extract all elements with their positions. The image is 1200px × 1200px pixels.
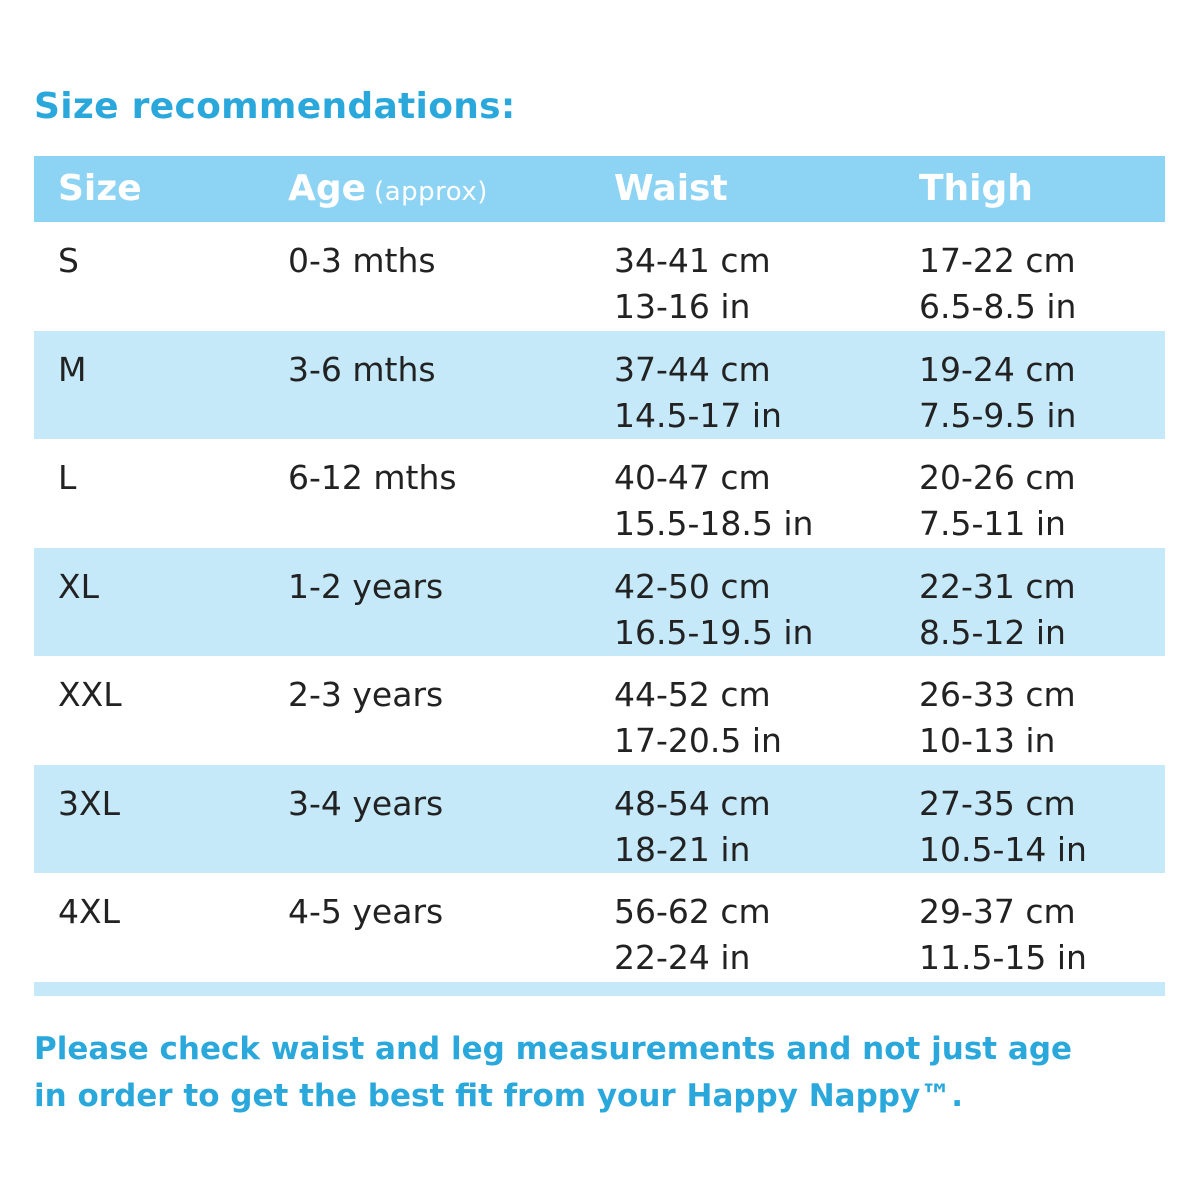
thigh-in: 7.5-9.5 in bbox=[919, 395, 1077, 435]
table-header: Size Age (approx) Waist Thigh bbox=[34, 156, 1165, 222]
table-row: 3XL 3-4 years 48-54 cm 18-21 in 27-35 cm 1… bbox=[34, 764, 1165, 873]
thigh-cm: 27-35 cm bbox=[919, 783, 1076, 823]
table-row: XL 1-2 years 42-50 cm 16.5-19.5 in 22-31 … bbox=[34, 547, 1165, 656]
age-cell: 3-6 mths bbox=[288, 349, 436, 389]
waist-in: 18-21 in bbox=[614, 829, 751, 869]
waist-cell: 56-62 cm 22-24 in bbox=[614, 889, 771, 981]
table-row: S 0-3 mths 34-41 cm 13-16 in 17-22 cm 6.5-… bbox=[34, 222, 1165, 331]
size-cell: 3XL bbox=[58, 783, 120, 823]
header-thigh: Thigh bbox=[919, 169, 1033, 209]
thigh-cm: 19-24 cm bbox=[919, 349, 1076, 389]
waist-in: 22-24 in bbox=[614, 938, 751, 977]
size-cell: M bbox=[58, 349, 87, 389]
fit-note-line-2: in order to get the best fit from your H… bbox=[34, 1078, 963, 1114]
thigh-in: 7.5-11 in bbox=[919, 504, 1066, 543]
header-size: Size bbox=[58, 169, 142, 209]
table-row: XXL 2-3 years 44-52 cm 17-20.5 in 26-33 c… bbox=[34, 656, 1165, 765]
thigh-in: 10-13 in bbox=[919, 721, 1056, 760]
thigh-cell: 26-33 cm 10-13 in bbox=[919, 672, 1076, 764]
table-row: M 3-6 mths 37-44 cm 14.5-17 in 19-24 cm 7.… bbox=[34, 330, 1165, 439]
waist-cm: 34-41 cm bbox=[614, 241, 771, 280]
header-waist: Waist bbox=[614, 169, 728, 209]
thigh-cm: 29-37 cm bbox=[919, 892, 1076, 931]
header-age-label: Age bbox=[288, 168, 367, 209]
thigh-in: 10.5-14 in bbox=[919, 829, 1087, 869]
thigh-in: 8.5-12 in bbox=[919, 612, 1066, 652]
age-cell: 1-2 years bbox=[288, 566, 444, 606]
thigh-cell: 17-22 cm 6.5-8.5 in bbox=[919, 238, 1076, 330]
thigh-cell: 22-31 cm 8.5-12 in bbox=[919, 564, 1076, 656]
thigh-cell: 20-26 cm 7.5-11 in bbox=[919, 455, 1076, 547]
age-cell: 3-4 years bbox=[288, 783, 444, 823]
waist-in: 15.5-18.5 in bbox=[614, 504, 814, 543]
table-row: L 6-12 mths 40-47 cm 15.5-18.5 in 20-26 c… bbox=[34, 439, 1165, 548]
header-waist-label: Waist bbox=[614, 168, 728, 209]
waist-in: 13-16 in bbox=[614, 287, 751, 326]
header-age: Age (approx) bbox=[288, 169, 488, 212]
thigh-cm: 22-31 cm bbox=[919, 566, 1076, 606]
thigh-cell: 29-37 cm 11.5-15 in bbox=[919, 889, 1087, 981]
waist-cell: 34-41 cm 13-16 in bbox=[614, 238, 771, 330]
waist-cell: 40-47 cm 15.5-18.5 in bbox=[614, 455, 813, 547]
size-cell: L bbox=[58, 458, 77, 497]
size-cell: S bbox=[58, 241, 79, 280]
age-cell: 0-3 mths bbox=[288, 241, 436, 280]
header-age-sub: (approx) bbox=[374, 177, 488, 207]
size-cell: 4XL bbox=[58, 892, 120, 931]
fit-note-line-1: Please check waist and leg measurements … bbox=[34, 1031, 1073, 1067]
age-cell: 6-12 mths bbox=[288, 458, 457, 497]
thigh-cm: 17-22 cm bbox=[919, 241, 1076, 280]
waist-cell: 42-50 cm 16.5-19.5 in bbox=[614, 564, 813, 656]
header-thigh-label: Thigh bbox=[919, 168, 1033, 209]
age-cell: 2-3 years bbox=[288, 675, 444, 714]
waist-in: 16.5-19.5 in bbox=[614, 612, 814, 652]
thigh-in: 6.5-8.5 in bbox=[919, 287, 1077, 326]
size-cell: XL bbox=[58, 566, 99, 606]
size-cell: XXL bbox=[58, 675, 122, 714]
waist-cm: 44-52 cm bbox=[614, 675, 771, 714]
waist-cell: 44-52 cm 17-20.5 in bbox=[614, 672, 782, 764]
waist-cm: 48-54 cm bbox=[614, 783, 771, 823]
size-table: Size Age (approx) Waist Thigh S 0-3 mths … bbox=[34, 156, 1165, 996]
waist-cm: 37-44 cm bbox=[614, 349, 771, 389]
thigh-cm: 20-26 cm bbox=[919, 458, 1076, 497]
header-size-label: Size bbox=[58, 168, 142, 209]
table-row: 4XL 4-5 years 56-62 cm 22-24 in 29-37 cm 1… bbox=[34, 873, 1165, 982]
waist-cell: 48-54 cm 18-21 in bbox=[614, 781, 771, 873]
table-bottom-bar bbox=[34, 981, 1165, 996]
waist-cm: 40-47 cm bbox=[614, 458, 771, 497]
waist-cm: 56-62 cm bbox=[614, 892, 771, 931]
waist-in: 14.5-17 in bbox=[614, 395, 782, 435]
thigh-cell: 19-24 cm 7.5-9.5 in bbox=[919, 347, 1076, 439]
waist-cm: 42-50 cm bbox=[614, 566, 771, 606]
age-cell: 4-5 years bbox=[288, 892, 444, 931]
thigh-cell: 27-35 cm 10.5-14 in bbox=[919, 781, 1087, 873]
fit-note: Please check waist and leg measurements … bbox=[34, 1026, 1174, 1120]
waist-cell: 37-44 cm 14.5-17 in bbox=[614, 347, 782, 439]
thigh-in: 11.5-15 in bbox=[919, 938, 1087, 977]
thigh-cm: 26-33 cm bbox=[919, 675, 1076, 714]
page-title: Size recommendations: bbox=[34, 86, 516, 127]
waist-in: 17-20.5 in bbox=[614, 721, 782, 760]
